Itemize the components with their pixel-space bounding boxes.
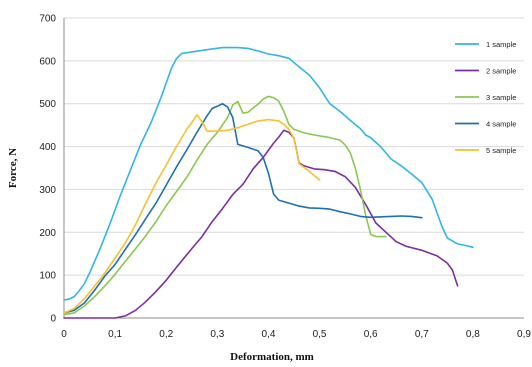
- y-axis-title: Force, N: [7, 148, 19, 188]
- y-tick-label: 200: [39, 228, 56, 239]
- legend-label-3: 3 sample: [486, 93, 516, 102]
- tick-labels: 0 100 200 300 400 500 600 700 0 0,1 0,2 0,3 0,4 0,5 0,…: [39, 14, 531, 341]
- x-tick-label: 0,1: [108, 329, 122, 340]
- x-tick-label: 0,2: [159, 329, 173, 340]
- series-line-4: [63, 102, 423, 314]
- legend: 1 sample 2 sample 3 sample 4 sample 5 sample: [455, 40, 516, 155]
- y-tick-label: 700: [39, 14, 56, 25]
- x-tick-label: 0,4: [261, 329, 275, 340]
- x-tick-label: 0,9: [517, 329, 531, 340]
- x-tick-label: 0,7: [415, 329, 429, 340]
- y-tick-label: 400: [39, 142, 56, 153]
- y-tick-label: 0: [50, 314, 56, 325]
- y-tick-label: 100: [39, 271, 56, 282]
- y-tick-label: 300: [39, 185, 56, 196]
- x-tick-label: 0,8: [466, 329, 480, 340]
- legend-label-1: 1 sample: [486, 40, 516, 49]
- axes: [63, 18, 524, 319]
- y-tick-label: 600: [39, 56, 56, 67]
- x-tick-label: 0,6: [364, 329, 378, 340]
- series-line-5: [63, 114, 321, 314]
- grid: [64, 17, 524, 276]
- legend-label-4: 4 sample: [486, 119, 516, 128]
- series-lines: [63, 46, 474, 319]
- legend-label-2: 2 sample: [486, 66, 516, 75]
- x-axis-title: Deformation, mm: [230, 351, 314, 363]
- x-tick-label: 0,5: [313, 329, 327, 340]
- legend-label-5: 5 sample: [486, 146, 516, 155]
- series-line-3: [63, 95, 387, 316]
- x-tick-label: 0: [61, 329, 67, 340]
- y-tick-label: 500: [39, 99, 56, 110]
- x-tick-label: 0,3: [210, 329, 224, 340]
- series-line-1: [63, 46, 474, 301]
- series-line-2: [63, 129, 459, 319]
